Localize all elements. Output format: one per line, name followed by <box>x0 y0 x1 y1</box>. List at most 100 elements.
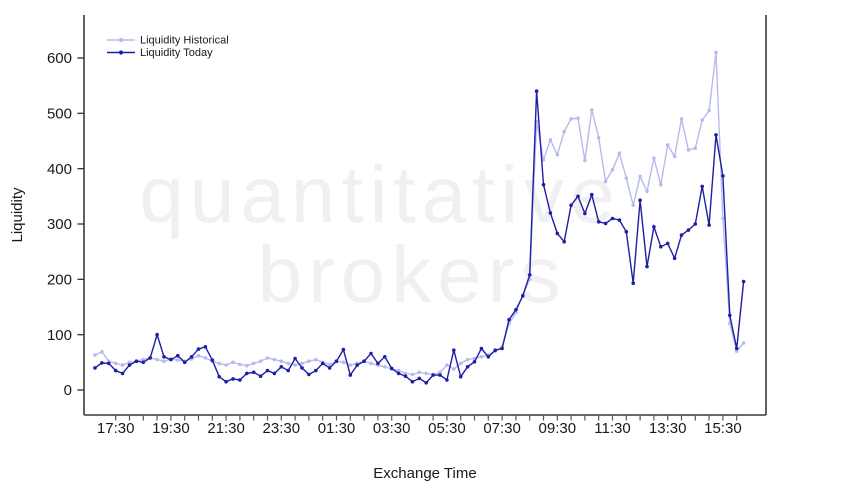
x-axis-ticks: 17:30 19:30 21:30 23:30 01:30 03:30 05:30 07:30… <box>97 415 742 437</box>
data-point <box>120 371 125 376</box>
data-point <box>500 346 504 351</box>
data-point <box>603 221 608 226</box>
data-point <box>148 356 152 360</box>
data-point <box>396 368 401 373</box>
data-point <box>113 368 118 373</box>
data-point <box>472 360 477 364</box>
x-tick-label: 15:30 <box>704 420 742 437</box>
data-point <box>465 365 470 369</box>
y-tick-label: 400 <box>47 161 72 178</box>
data-point <box>293 363 297 367</box>
legend-label-historical: Liquidity Historical <box>140 35 229 47</box>
data-point <box>458 361 463 366</box>
x-tick-label: 13:30 <box>649 420 687 437</box>
data-point <box>665 143 670 147</box>
data-point <box>721 174 725 178</box>
data-point <box>369 351 373 356</box>
data-point <box>541 182 546 187</box>
data-point <box>314 368 318 373</box>
data-point <box>417 370 422 375</box>
y-tick-label: 0 <box>64 382 72 399</box>
watermark-line2: brokers <box>258 230 567 319</box>
data-point <box>224 363 228 367</box>
data-point <box>362 359 366 364</box>
y-tick-label: 500 <box>47 106 72 123</box>
data-point <box>624 176 629 180</box>
data-point <box>341 347 346 352</box>
data-point <box>672 154 677 159</box>
data-point <box>707 108 711 113</box>
data-point <box>196 347 201 351</box>
data-point <box>189 355 194 359</box>
legend-label-today: Liquidity Today <box>140 47 213 59</box>
data-point <box>527 273 532 277</box>
x-tick-label: 01:30 <box>318 420 356 437</box>
data-point <box>714 133 718 137</box>
x-tick-label: 19:30 <box>152 420 190 437</box>
data-point <box>596 220 601 224</box>
data-point <box>486 355 491 359</box>
y-tick-label: 600 <box>47 50 72 67</box>
data-point <box>389 366 394 371</box>
x-tick-label: 21:30 <box>207 420 245 437</box>
data-point <box>679 233 684 237</box>
data-point <box>479 355 484 359</box>
data-point <box>410 372 415 377</box>
data-point <box>334 359 339 364</box>
data-point <box>327 362 332 367</box>
data-point <box>452 367 456 371</box>
data-point <box>624 229 629 234</box>
data-point <box>341 360 346 365</box>
data-point <box>507 317 511 322</box>
data-point <box>686 148 691 152</box>
data-point <box>672 256 677 261</box>
data-point <box>424 371 429 376</box>
series-historical <box>93 50 746 377</box>
data-point <box>596 135 601 140</box>
data-point <box>231 377 235 381</box>
data-point <box>458 374 463 379</box>
data-point <box>741 279 746 284</box>
data-point <box>631 281 635 286</box>
legend-marker-historical <box>118 37 124 43</box>
data-point <box>465 357 470 362</box>
y-axis-ticks: 0 100 200 300 400 500 600 <box>47 50 84 399</box>
axes <box>83 15 767 416</box>
data-point <box>265 356 270 360</box>
data-point <box>521 294 525 298</box>
data-point <box>155 332 159 337</box>
data-point <box>203 356 208 360</box>
data-point <box>576 116 580 121</box>
data-point <box>645 189 649 194</box>
data-point <box>141 357 146 362</box>
data-point <box>238 362 242 367</box>
plot-area: 0 100 200 300 400 500 600 17:30 19:30 21:30 23:30 0… <box>47 15 767 437</box>
data-point <box>383 365 387 369</box>
x-axis-title: Exchange Time <box>373 465 476 482</box>
data-point <box>176 353 180 358</box>
data-point <box>155 357 159 362</box>
data-point <box>728 313 732 318</box>
data-point <box>107 361 111 366</box>
series-today <box>93 89 746 385</box>
data-point <box>100 361 104 365</box>
data-point <box>610 168 615 172</box>
data-point <box>534 89 539 93</box>
data-point <box>569 203 573 207</box>
x-tick-label: 23:30 <box>263 420 301 437</box>
data-point <box>631 203 635 207</box>
data-point <box>652 225 656 229</box>
data-point <box>286 361 291 366</box>
legend-marker-today <box>118 50 124 55</box>
data-point <box>493 348 498 353</box>
data-point <box>93 366 97 370</box>
data-point <box>665 241 670 246</box>
data-point <box>590 108 594 112</box>
data-point <box>548 211 553 215</box>
data-point <box>734 349 739 354</box>
data-point <box>286 368 291 373</box>
data-point <box>231 360 235 365</box>
x-tick-label: 11:30 <box>594 420 630 437</box>
x-tick-label: 05:30 <box>428 420 466 437</box>
